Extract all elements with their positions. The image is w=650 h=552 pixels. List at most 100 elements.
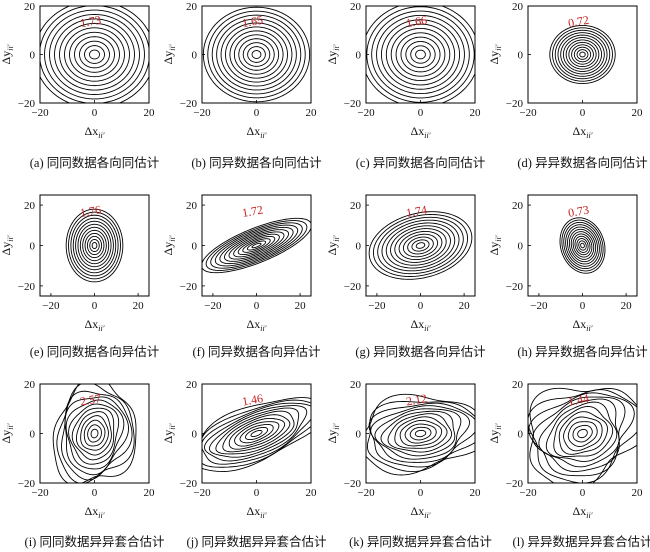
contour-line [573, 46, 592, 63]
contour-line [565, 39, 600, 70]
contour-line [79, 226, 110, 265]
contour-line [568, 41, 597, 68]
y-tick-label: −20 [180, 281, 198, 293]
panel-caption: (j) 同异数据异异套合估计 [187, 534, 327, 549]
x-tick-label: −20 [42, 300, 60, 312]
contour-line [207, 10, 306, 99]
y-tick-label: 0 [192, 429, 198, 441]
y-tick-label: 20 [186, 1, 198, 13]
contour-value-label: 2.12 [405, 391, 428, 408]
contour-line [529, 387, 637, 483]
x-tick-label: −20 [530, 300, 548, 312]
contour-line [202, 397, 311, 472]
contour-line [79, 40, 110, 69]
contour-line [414, 429, 427, 438]
contour-line [84, 232, 105, 259]
contour-line [567, 421, 598, 447]
contour-line [404, 423, 437, 444]
contour-lines [366, 393, 475, 476]
contour-line [74, 36, 115, 73]
x-axis-label: Δxii′ [573, 504, 593, 520]
y-tick-label: 0 [518, 241, 524, 253]
contour-line [89, 238, 100, 253]
contour-line [211, 14, 302, 95]
contour-line [410, 45, 431, 64]
contour-line [553, 405, 614, 458]
contour-lines [40, 6, 149, 103]
contour-line [366, 401, 475, 473]
y-tick-label: −20 [506, 281, 524, 293]
contour-panel-j: −20−20 0 0 20 20 Δxii′ Δyii′ 1.46 (j) 同异数据异异套合估计 [161, 379, 326, 549]
contour-line [568, 228, 597, 263]
contour-line [250, 429, 263, 437]
contour-line [56, 384, 135, 483]
contour-line [75, 411, 112, 456]
contour-lines [202, 217, 311, 274]
contour-value-label: 1.65 [241, 13, 264, 30]
x-tick-label: 20 [306, 487, 318, 499]
contour-line [237, 235, 276, 256]
contour-value-label: 1.46 [241, 391, 264, 408]
contour-line [202, 399, 311, 468]
contour-line [209, 407, 300, 458]
x-axis-label: Δxii′ [247, 504, 267, 520]
y-tick-label: 20 [24, 379, 36, 391]
contour-panel-i: −20−20 0 0 20 20 Δxii′ Δyii′ 2.57 (i) 同同数据异异套合估计 [0, 379, 164, 549]
contour-line [238, 38, 275, 71]
x-axis-label: Δxii′ [85, 317, 105, 333]
contour-line [561, 219, 604, 272]
contour-line [385, 222, 456, 269]
contour-panel-h: −20 −20 0 0 20 20 Δxii′ Δyii′ 0.73 (h) 异异数据各向异估计 [487, 194, 648, 359]
x-axis-label: Δxii′ [411, 317, 431, 333]
contour-line [562, 37, 603, 72]
panel-caption: (h) 异异数据各向异估计 [517, 344, 647, 359]
contour-line [223, 229, 290, 262]
contour-line [54, 18, 135, 91]
contour-line [380, 19, 461, 90]
contour-line [251, 50, 262, 59]
contour-value-label: 1.73 [79, 13, 102, 30]
y-tick-label: 20 [512, 200, 524, 212]
x-tick-label: −20 [519, 107, 537, 119]
contour-line [65, 208, 124, 283]
x-tick-label: −20 [204, 300, 222, 312]
contour-line [376, 14, 465, 95]
y-tick-label: −20 [180, 478, 198, 490]
contour-line [246, 240, 267, 251]
contour-line [395, 32, 446, 77]
y-tick-label: 20 [350, 200, 362, 212]
contour-line [242, 42, 271, 67]
y-tick-label: 0 [356, 50, 362, 62]
contour-line [87, 424, 102, 443]
contour-line [565, 224, 600, 267]
y-tick-label: −20 [344, 281, 362, 293]
y-tick-label: −20 [506, 478, 524, 490]
contour-line [371, 10, 470, 99]
contour-line [387, 413, 453, 453]
contour-line [571, 44, 594, 65]
contour-line [394, 228, 447, 263]
y-tick-label: −20 [18, 98, 36, 110]
x-tick-label: −20 [357, 107, 375, 119]
y-axis-label: Δyii′ [0, 44, 15, 64]
x-tick-label: −20 [31, 107, 49, 119]
contour-line [234, 421, 280, 447]
x-tick-label: −20 [368, 300, 386, 312]
contour-line [545, 401, 618, 462]
contour-line [91, 242, 98, 249]
contour-value-label: 1.66 [405, 13, 428, 30]
contour-lines [52, 384, 137, 483]
y-tick-label: 20 [350, 379, 362, 391]
contour-line [385, 23, 456, 86]
contour-line [374, 408, 462, 460]
x-tick-label: 0 [418, 300, 424, 312]
contour-line [554, 29, 611, 80]
x-tick-label: 20 [144, 487, 156, 499]
y-tick-label: 20 [350, 1, 362, 13]
contour-line [71, 407, 115, 461]
contour-line [222, 414, 291, 453]
contour-line [69, 31, 120, 78]
x-tick-label: 20 [621, 300, 633, 312]
contour-line [215, 410, 295, 455]
contour-lines [559, 217, 606, 274]
